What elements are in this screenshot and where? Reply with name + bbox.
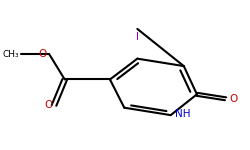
Text: I: I: [136, 32, 139, 42]
Text: O: O: [44, 100, 53, 110]
Text: NH: NH: [175, 109, 190, 119]
Text: O: O: [230, 94, 238, 104]
Text: O: O: [38, 49, 47, 59]
Text: CH₃: CH₃: [2, 50, 19, 59]
